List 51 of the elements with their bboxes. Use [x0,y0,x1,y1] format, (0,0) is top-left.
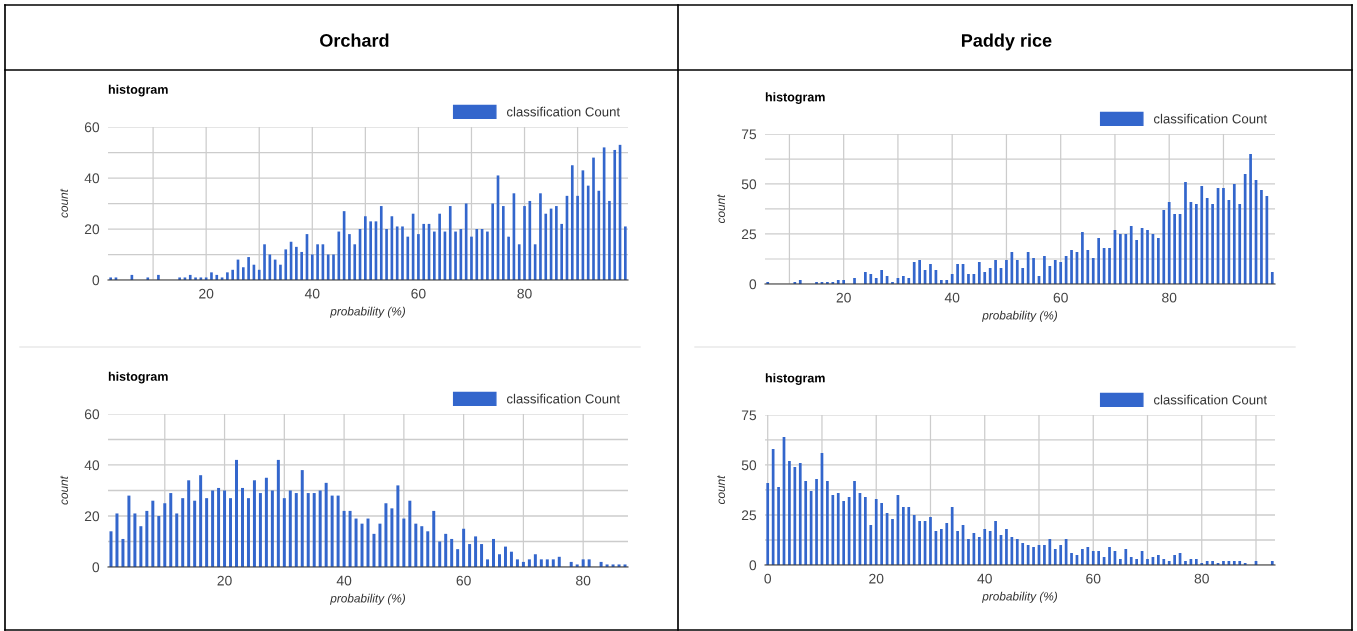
x-axis-title: probability (%) [329,306,406,318]
x-axis-title: probability (%) [981,591,1058,603]
x-tick-label: 80 [517,288,532,299]
x-tick-label: 20 [836,292,851,303]
y-tick-label: 0 [92,275,100,286]
x-tick-label: 0 [764,573,772,584]
chart-subtitle: histogram [108,84,168,97]
x-tick-label: 20 [199,288,214,299]
y-tick-label: 20 [84,224,100,235]
x-tick-label: 40 [977,573,992,584]
x-tick-label: 20 [869,573,884,584]
y-tick-label: 25 [741,229,757,240]
y-tick-label: 0 [749,279,757,290]
legend-label: classification Count [506,106,620,117]
x-axis-title: probability (%) [329,593,406,605]
y-tick-label: 20 [84,511,100,522]
x-tick-label: 40 [336,575,352,586]
x-tick-label: 40 [304,288,320,299]
y-axis-title: count [717,475,725,505]
y-tick-label: 0 [749,560,757,571]
x-tick-label: 80 [1194,573,1209,584]
legend-label: classification Count [506,393,620,404]
y-tick-label: 75 [741,129,757,140]
y-axis-title: count [60,188,68,218]
x-tick-label: 80 [1162,292,1177,303]
x-tick-label: 40 [944,292,960,303]
y-tick-label: 40 [84,173,100,184]
chart-subtitle: histogram [765,92,825,104]
chart-subtitle: histogram [765,373,825,385]
chart-title: Orchard [320,33,389,47]
y-axis-title: count [717,194,725,224]
chart-title: Paddy rice [961,33,1052,51]
y-axis-title: count [60,475,68,505]
x-tick-label: 60 [411,288,426,299]
y-tick-label: 0 [92,562,100,573]
y-tick-label: 40 [84,460,100,471]
y-tick-label: 60 [84,409,100,420]
x-axis-title: probability (%) [981,310,1058,322]
x-tick-label: 20 [217,575,232,586]
legend-label: classification Count [1153,394,1267,405]
x-tick-label: 60 [1053,292,1068,303]
x-tick-label: 60 [1086,573,1101,584]
x-tick-label: 80 [576,575,591,586]
x-tick-label: 60 [456,575,471,586]
y-tick-label: 50 [741,460,757,471]
y-tick-label: 75 [741,410,757,421]
y-tick-label: 25 [741,510,757,521]
y-tick-label: 50 [741,179,757,190]
legend-label: classification Count [1153,113,1267,124]
y-tick-label: 60 [84,122,100,133]
chart-subtitle: histogram [108,371,168,384]
